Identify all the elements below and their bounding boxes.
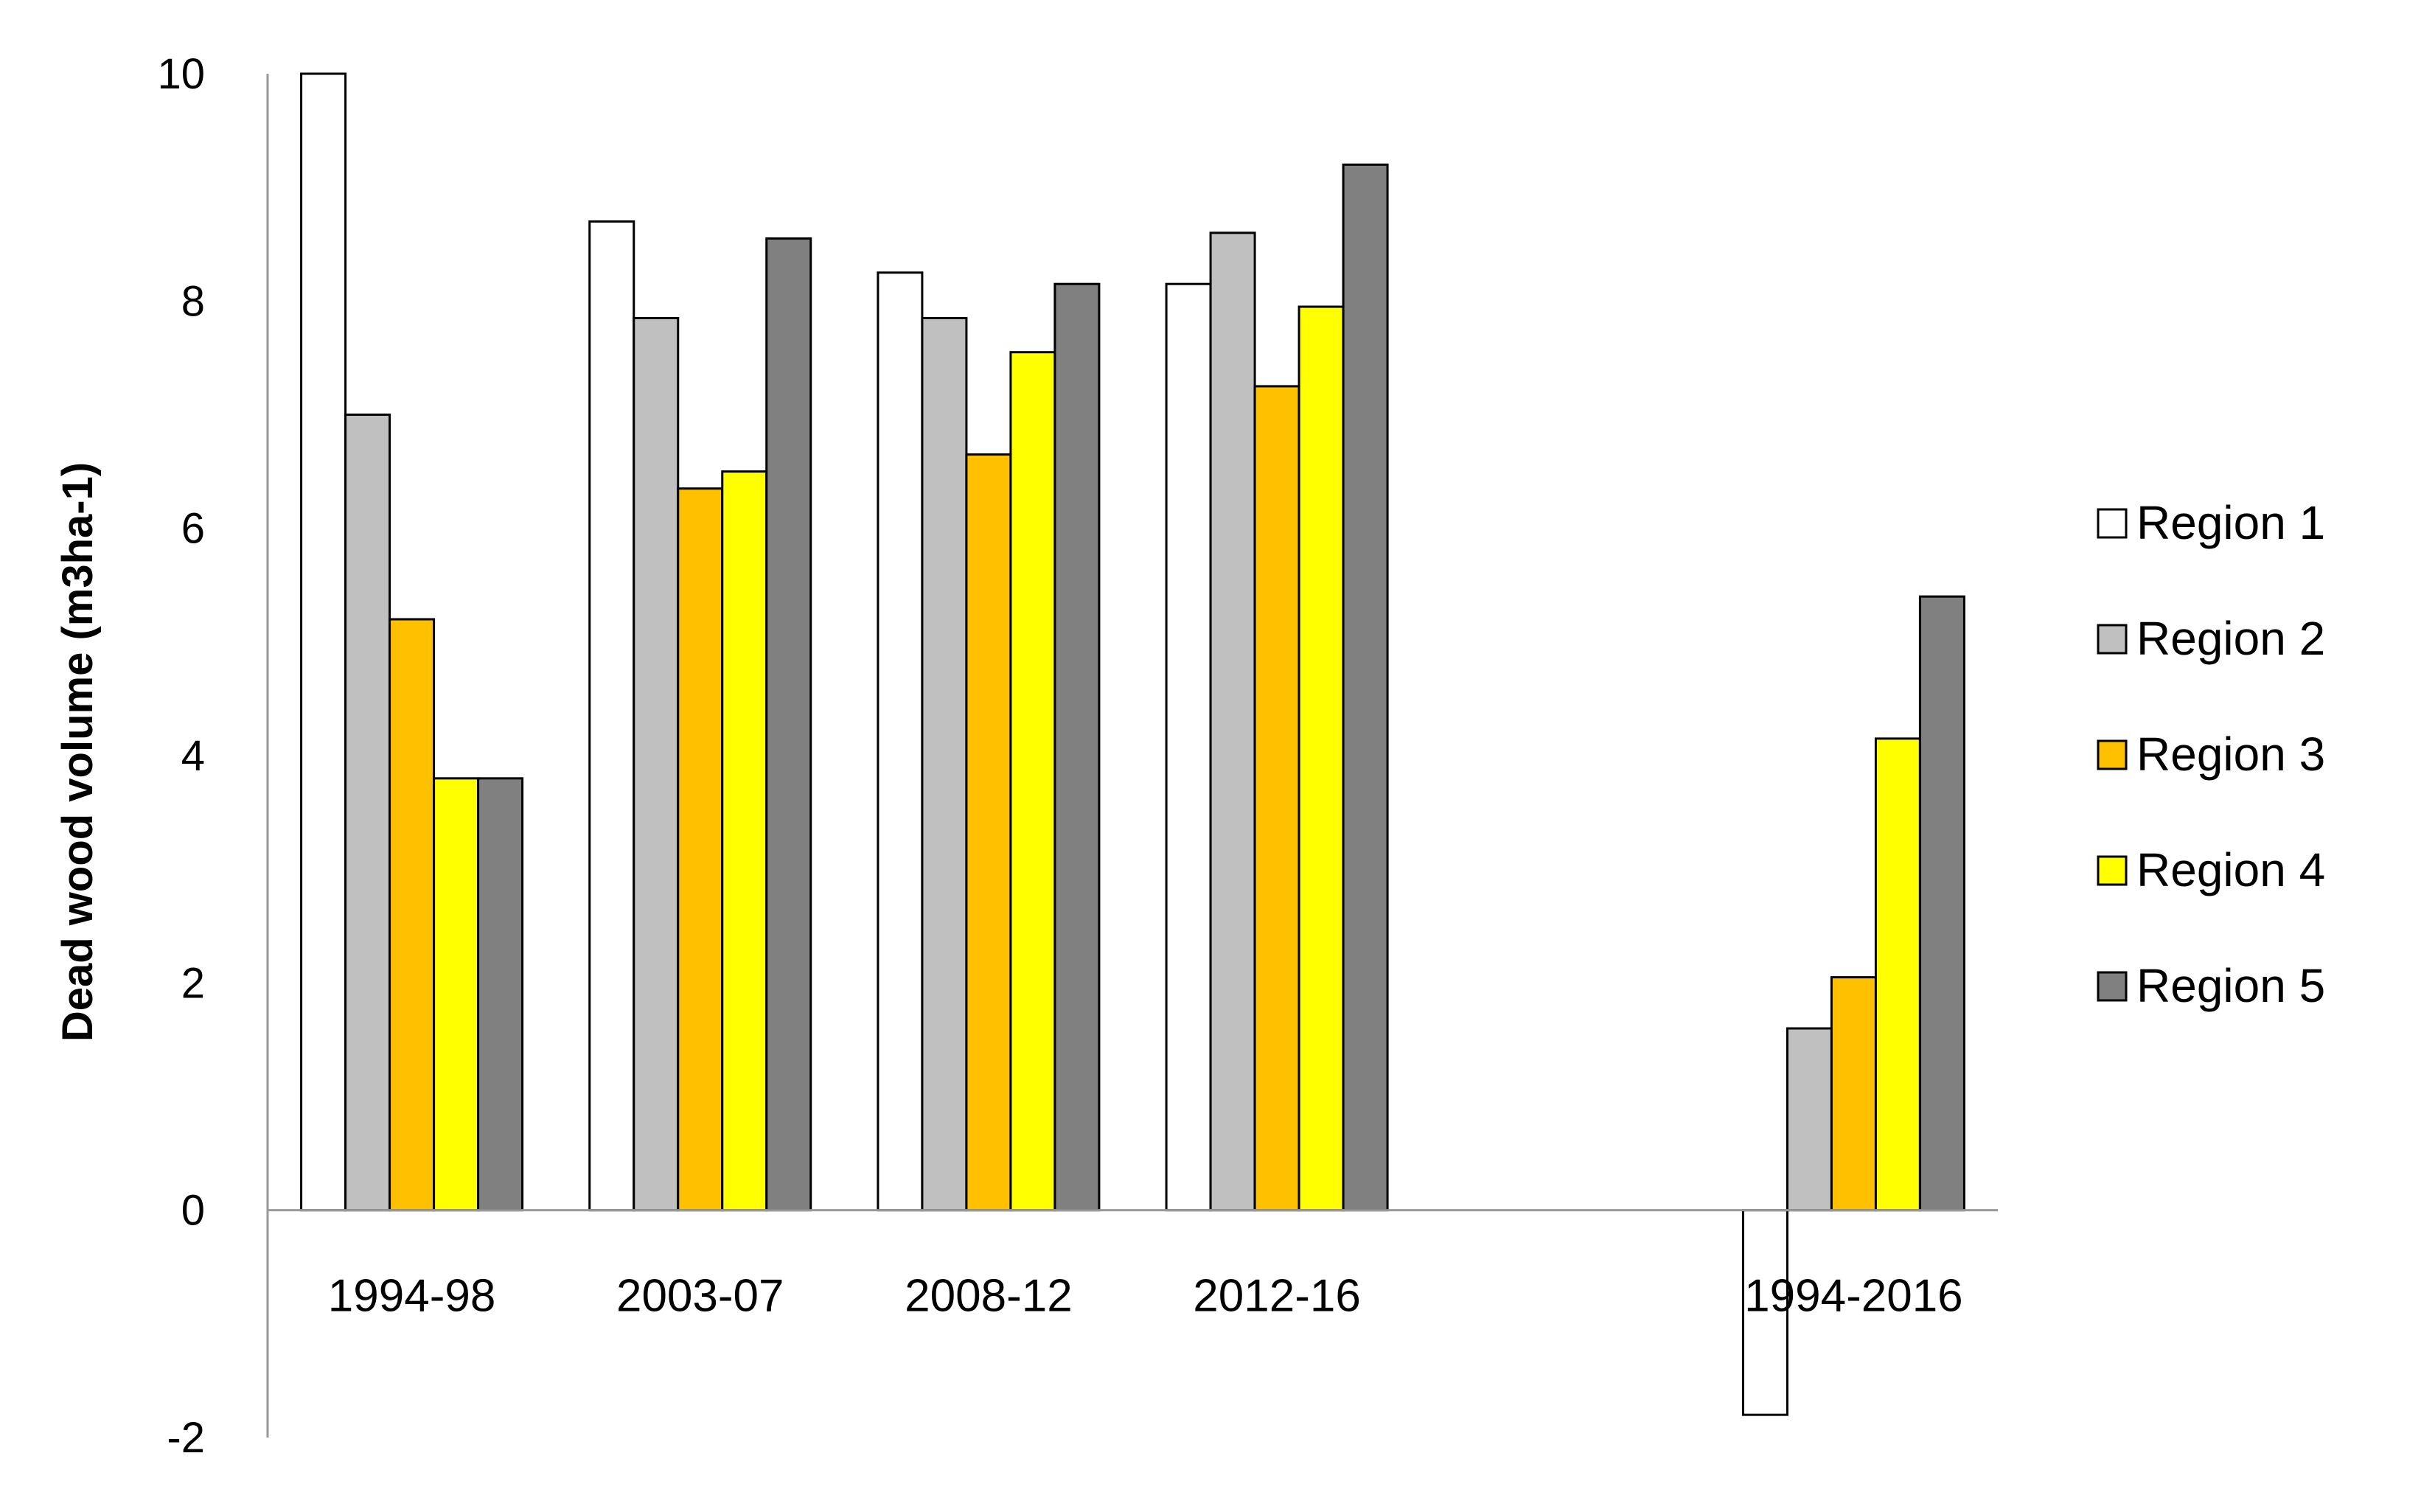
bar [344, 414, 391, 1212]
y-tick-label: 8 [181, 277, 205, 325]
bar [1874, 737, 1921, 1212]
x-category-label: 1994-2016 [1744, 1271, 1963, 1322]
bar [677, 487, 724, 1212]
bar [1253, 385, 1300, 1212]
legend-label: Region 4 [2136, 843, 2325, 896]
axes-layer [266, 74, 1998, 1438]
bar [633, 316, 680, 1212]
y-axis-label: Dead wood volume (m3ha-1) [54, 462, 102, 1042]
bar [1741, 1209, 1788, 1416]
legend-swatch [2097, 508, 2128, 539]
bar [1009, 351, 1056, 1212]
legend-swatch [2097, 624, 2128, 655]
bar [765, 237, 812, 1212]
legend: Region 1 Region 2 Region 3 Region 4 Region 5 [2097, 496, 2325, 1012]
x-category-label: 1994-98 [328, 1271, 496, 1322]
bar [1297, 305, 1345, 1212]
y-tick-label: 10 [157, 50, 205, 98]
legend-item: Region 1 [2097, 496, 2325, 549]
bar [477, 777, 524, 1212]
bar [1209, 231, 1256, 1212]
bar [300, 72, 347, 1212]
legend-label: Region 1 [2136, 496, 2325, 549]
bar [1342, 163, 1389, 1212]
bar [1918, 595, 1965, 1212]
bar [965, 453, 1012, 1212]
legend-label: Region 3 [2136, 728, 2325, 781]
bar [1165, 282, 1212, 1212]
legend-swatch [2097, 971, 2128, 1002]
x-category-labels: 1994-98 2003-07 2008-12 2012-16 1994-2016 [328, 1271, 1963, 1322]
y-tick-label: -2 [167, 1414, 205, 1462]
bar [721, 470, 768, 1212]
bar [921, 316, 968, 1212]
bar [588, 220, 635, 1212]
legend-swatch [2097, 855, 2128, 886]
bar [433, 777, 480, 1212]
bar [1053, 282, 1101, 1212]
bar [1830, 976, 1877, 1212]
bars-layer [300, 72, 1965, 1416]
legend-item: Region 3 [2097, 728, 2325, 781]
bar [389, 618, 436, 1212]
bar [1786, 1027, 1833, 1212]
legend-item: Region 2 [2097, 612, 2325, 665]
legend-swatch [2097, 739, 2128, 770]
legend-label: Region 5 [2136, 959, 2325, 1012]
y-tick-label: 0 [181, 1187, 205, 1235]
x-category-label: 2003-07 [616, 1271, 784, 1322]
x-category-label: 2008-12 [905, 1271, 1073, 1322]
y-tick-labels: -2 0 2 4 6 8 10 [157, 50, 205, 1462]
x-category-label: 2012-16 [1193, 1271, 1361, 1322]
y-tick-label: 2 [181, 959, 205, 1007]
y-tick-label: 6 [181, 505, 205, 553]
bar [877, 271, 924, 1212]
legend-item: Region 4 [2097, 843, 2325, 896]
legend-label: Region 2 [2136, 612, 2325, 665]
y-tick-label: 4 [181, 732, 205, 780]
legend-item: Region 5 [2097, 959, 2325, 1012]
